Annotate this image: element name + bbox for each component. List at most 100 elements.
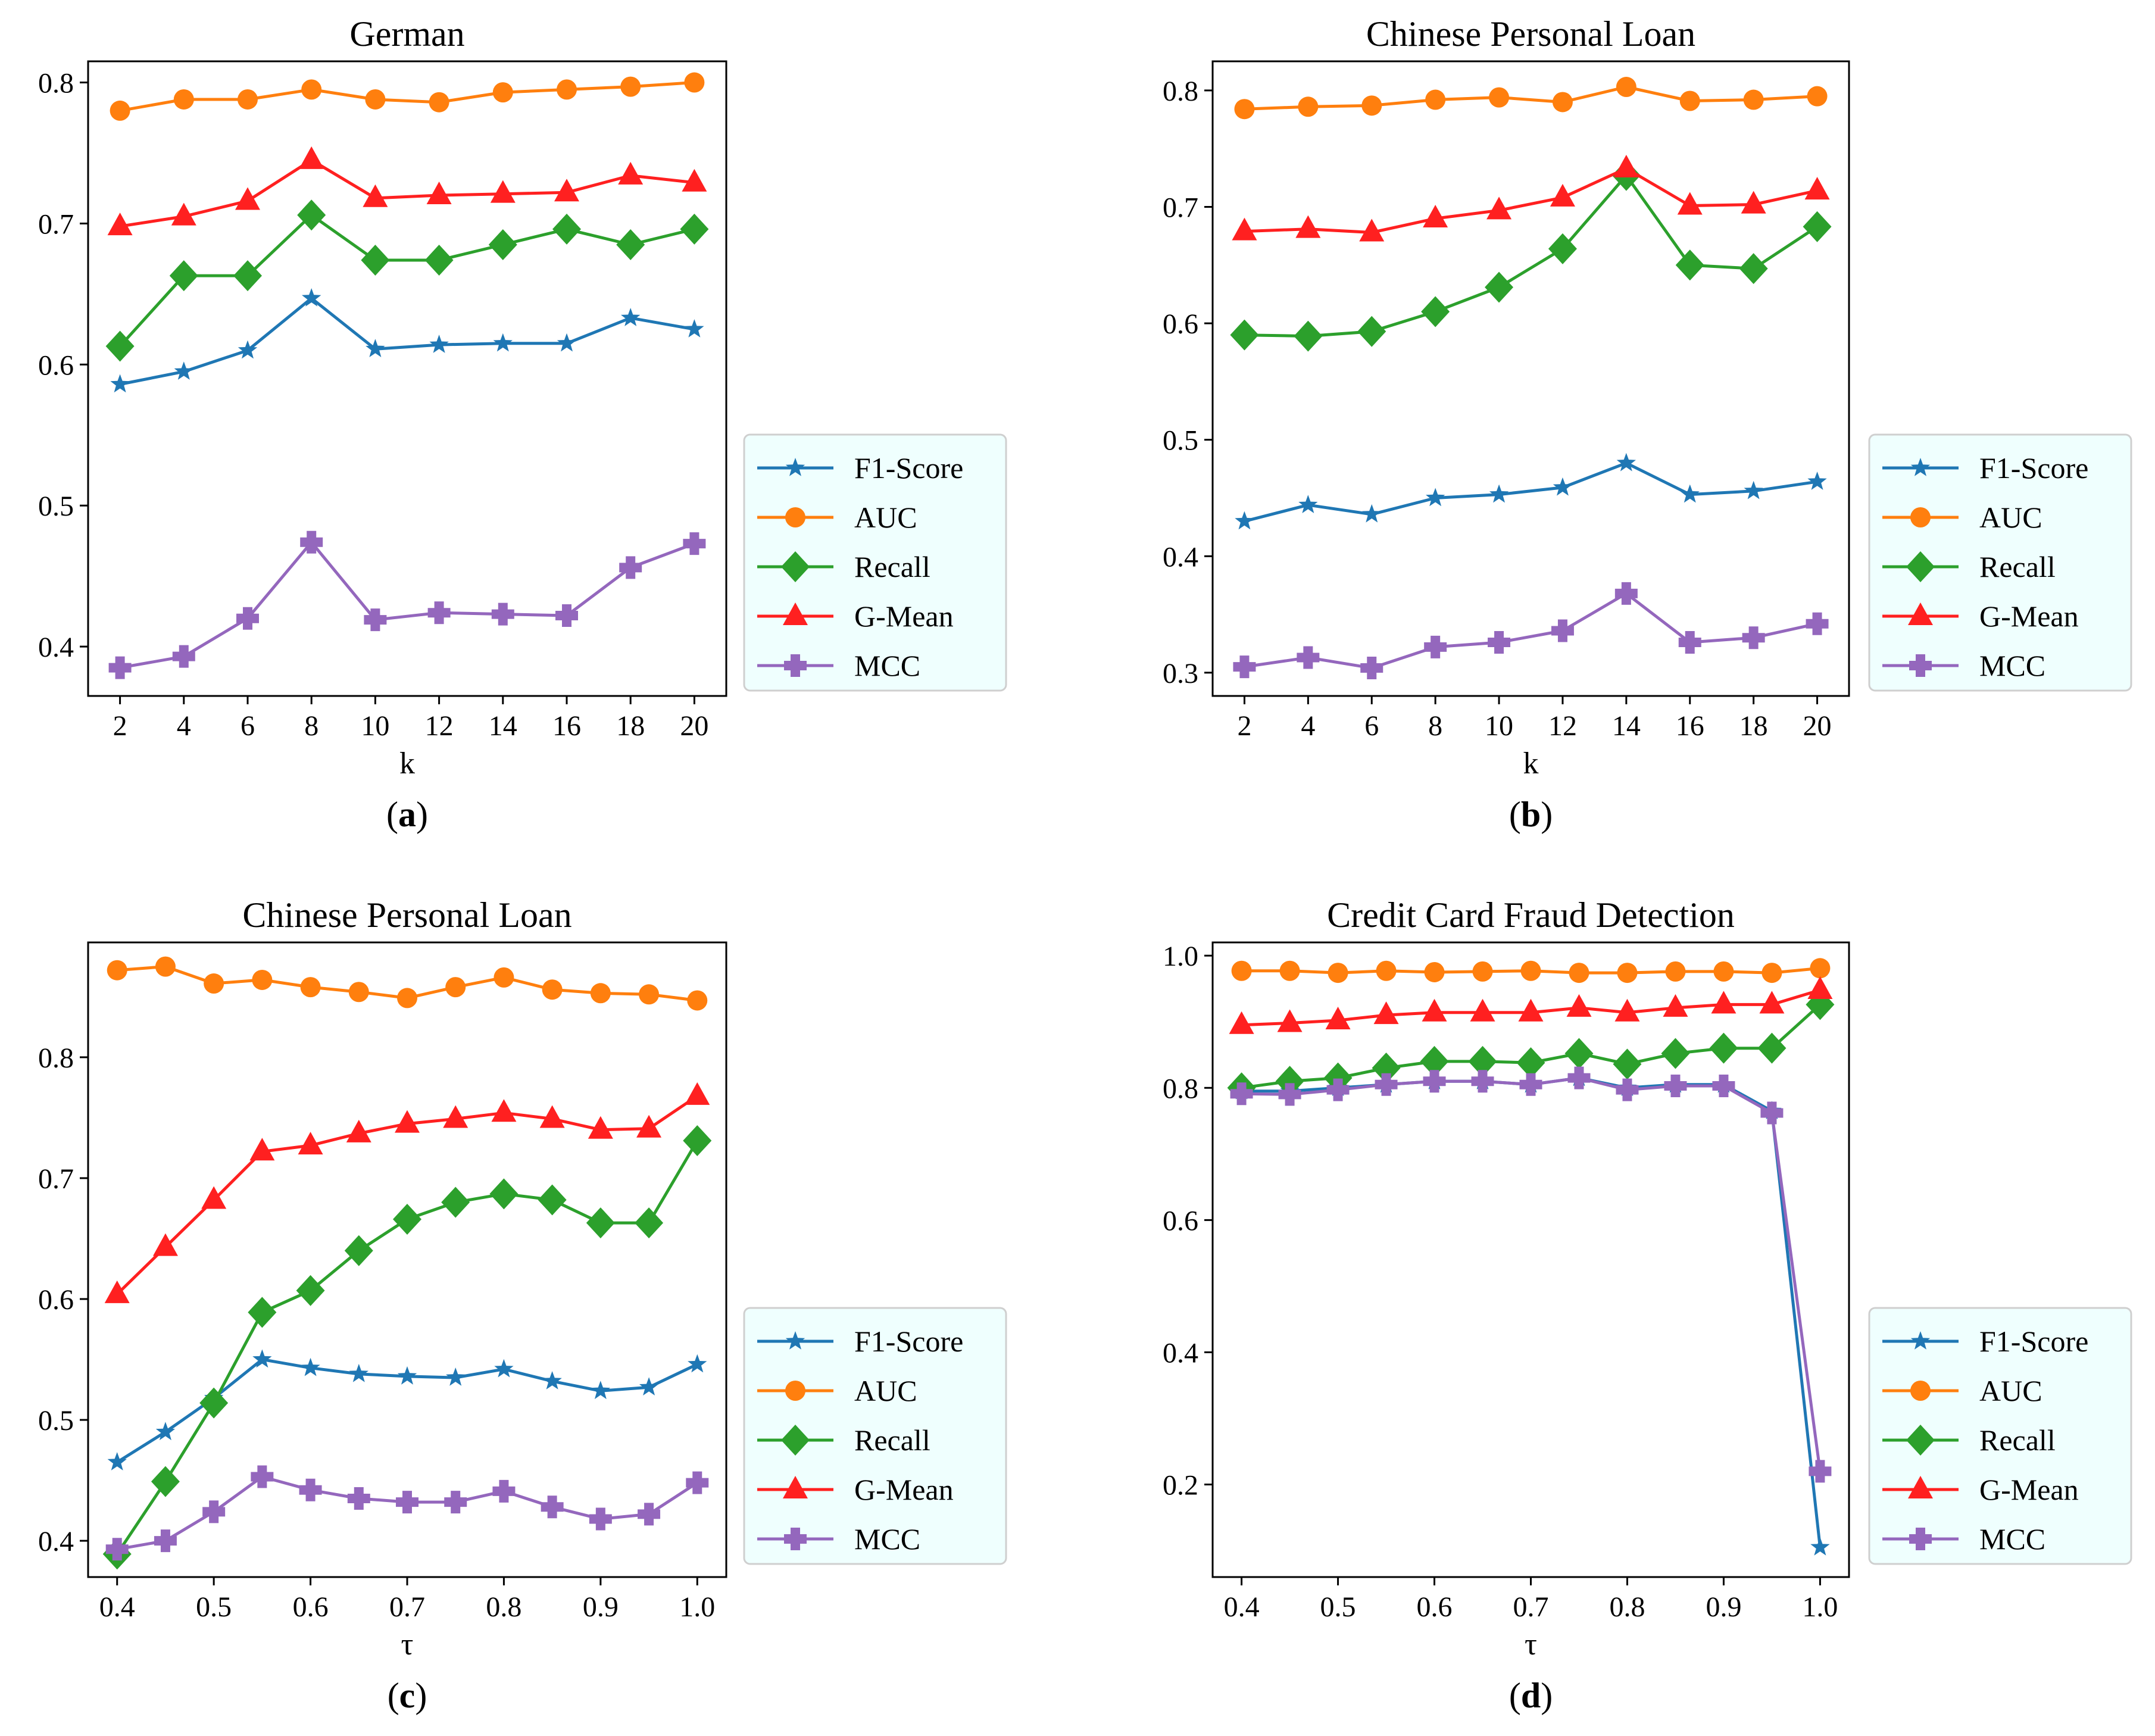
data-point-diamond	[1468, 1045, 1497, 1077]
panel-letter: d	[1521, 1676, 1541, 1715]
data-point-circle	[1569, 963, 1589, 983]
x-tick-label: 0.5	[1320, 1591, 1356, 1623]
data-point-star	[639, 1377, 659, 1395]
data-point-triangle	[685, 1082, 710, 1105]
chart-panel-d: Credit Card Fraud Detection 0.2 0.4 0.6 0.8 1…	[1163, 895, 2132, 1715]
data-point-plus	[619, 556, 642, 579]
legend-item: AUC	[757, 1374, 917, 1407]
series-g-mean	[104, 1082, 710, 1303]
data-point-circle	[590, 983, 611, 1004]
y-tick-label: 0.4	[1163, 1337, 1198, 1369]
data-point-plus	[108, 656, 132, 679]
y-tick-label: 0.5	[38, 491, 74, 522]
data-point-plus	[1519, 1073, 1542, 1096]
data-point-circle	[397, 988, 417, 1008]
series-line	[1244, 174, 1818, 338]
data-point-triangle	[171, 202, 196, 226]
x-tick-label: 6	[1364, 710, 1379, 742]
data-point-plus	[1806, 612, 1829, 635]
data-point-star	[446, 1367, 466, 1386]
data-point-plus	[364, 608, 387, 632]
data-point-plus	[638, 1503, 661, 1526]
panel-letter: a	[398, 795, 416, 834]
legend-label: F1-Score	[854, 1325, 963, 1358]
panel-label: (a)	[386, 795, 428, 834]
y-tick-label: 0.6	[1163, 308, 1198, 340]
legend-box	[743, 433, 1007, 692]
x-axis-label: k	[1523, 747, 1539, 780]
data-point-circle	[1328, 963, 1348, 983]
data-point-triangle	[395, 1110, 420, 1133]
series-line	[1244, 592, 1818, 670]
x-tick-label: 18	[1739, 710, 1768, 742]
data-point-plus	[1297, 646, 1320, 669]
data-point-plus	[1551, 619, 1574, 642]
data-point-triangle	[201, 1186, 227, 1209]
data-point-circle	[557, 79, 577, 100]
y-tick-label: 0.6	[38, 349, 74, 381]
y-tick-label: 0.6	[38, 1284, 74, 1316]
data-point-plus	[1678, 631, 1701, 654]
x-tick-label: 1.0	[679, 1591, 715, 1623]
legend-marker-plus	[1909, 1528, 1932, 1550]
data-point-plus	[1614, 582, 1638, 605]
data-point-circle	[173, 89, 194, 110]
data-point-star	[107, 1452, 127, 1470]
data-point-diamond	[1675, 249, 1704, 281]
chart-title: Credit Card Fraud Detection	[1327, 895, 1735, 935]
data-point-star	[1810, 1537, 1830, 1556]
legend-label: F1-Score	[854, 451, 963, 485]
data-point-circle	[1425, 89, 1446, 110]
legend-item: MCC	[1882, 1522, 2045, 1556]
data-point-plus	[1567, 1066, 1591, 1089]
data-point-circle	[492, 82, 513, 103]
data-point-circle	[542, 979, 563, 1000]
data-point-circle	[252, 969, 273, 990]
legend-marker-triangle	[1908, 1476, 1933, 1498]
legend-label: AUC	[854, 501, 917, 534]
legend: F1-Score AUC Recall G-Mean MCC	[743, 1307, 1007, 1565]
x-tick-label: 0.9	[1706, 1591, 1741, 1623]
data-point-star	[542, 1371, 562, 1390]
x-tick-label: 6	[241, 710, 255, 742]
data-point-diamond	[344, 1235, 373, 1266]
data-point-diamond	[683, 1125, 712, 1156]
data-point-triangle	[1759, 991, 1785, 1014]
x-axis-label: τ	[1525, 1628, 1537, 1662]
legend-label: AUC	[1979, 501, 2042, 534]
data-point-star	[494, 1359, 514, 1378]
data-point-diamond	[1548, 233, 1577, 264]
data-point-diamond	[1803, 211, 1832, 242]
legend-item: F1-Score	[757, 451, 963, 485]
legend-item: G-Mean	[1882, 600, 2079, 633]
data-point-star	[110, 374, 130, 393]
legend-label: MCC	[1979, 649, 2045, 682]
data-point-triangle	[636, 1114, 662, 1138]
data-point-diamond	[1757, 1032, 1787, 1064]
series-line	[120, 81, 695, 113]
legend-label: F1-Score	[1979, 451, 2088, 485]
series-recall	[105, 199, 709, 362]
data-point-diamond	[1275, 1066, 1304, 1097]
data-point-triangle	[588, 1116, 613, 1139]
y-tick-label: 0.8	[1163, 1073, 1198, 1104]
y-tick-label: 0.7	[38, 208, 74, 240]
data-point-star	[366, 339, 385, 357]
legend-label: F1-Score	[1979, 1325, 2088, 1358]
x-tick-label: 16	[552, 710, 581, 742]
legend-label: MCC	[854, 649, 920, 682]
y-tick-label: 0.7	[1163, 192, 1198, 223]
data-point-diamond	[616, 229, 645, 260]
data-point-triangle	[299, 146, 324, 169]
x-tick-label: 4	[1301, 710, 1315, 742]
data-point-triangle	[1423, 205, 1448, 228]
x-tick-label: 0.6	[293, 1591, 329, 1623]
data-point-plus	[1616, 1078, 1639, 1101]
data-point-triangle	[1325, 1007, 1351, 1030]
series-g-mean	[1229, 976, 1833, 1034]
data-point-plus	[492, 1479, 516, 1503]
legend-item: G-Mean	[757, 1473, 954, 1506]
data-point-plus	[299, 1478, 322, 1501]
x-tick-label: 20	[1803, 710, 1832, 742]
